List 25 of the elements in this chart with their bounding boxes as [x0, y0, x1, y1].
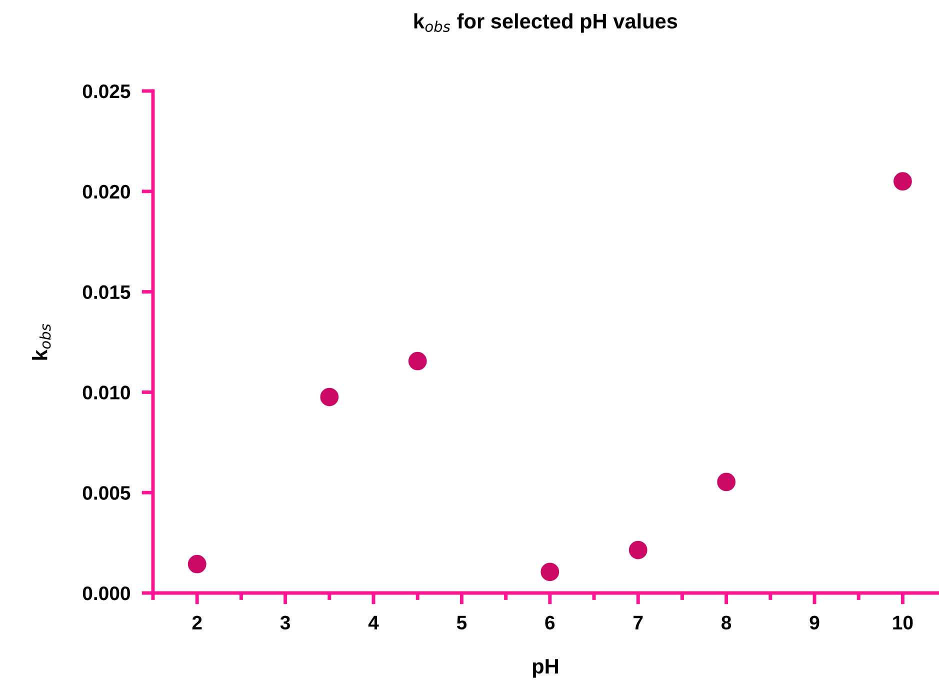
y-tick-label: 0.010 — [82, 386, 130, 400]
point — [540, 562, 560, 582]
x-tick-label: 2 — [192, 616, 202, 630]
y-tick-label: 0.000 — [82, 586, 130, 600]
point — [320, 388, 339, 406]
y-tick-label: 0.025 — [82, 84, 130, 98]
x-tick-label: 6 — [545, 616, 555, 630]
x-axis-title: pH — [532, 659, 558, 678]
x-tick-label: 4 — [368, 616, 379, 630]
x-tick-label: 7 — [634, 616, 643, 630]
y-tick-label: 0.005 — [82, 486, 130, 500]
point — [894, 172, 912, 191]
y-axis-title: k$_{obs}$ — [32, 324, 51, 360]
chart-title: k$_{obs}$ for selected pH values — [414, 13, 678, 33]
point — [717, 472, 736, 492]
x-tick-label: 8 — [722, 616, 732, 630]
x-tick-label: 10 — [893, 616, 913, 630]
x-tick-label: 9 — [810, 616, 820, 630]
y-tick-label: 0.015 — [82, 285, 130, 300]
x-tick-label: 3 — [280, 616, 290, 630]
point — [408, 352, 427, 370]
point — [188, 554, 206, 574]
y-tick-label: 0.020 — [82, 184, 130, 199]
point — [628, 540, 648, 560]
x-tick-label: 5 — [456, 616, 467, 630]
